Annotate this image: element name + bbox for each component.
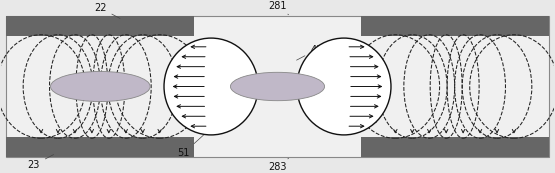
- Bar: [6, 16, 194, 37]
- Text: 41: 41: [296, 45, 322, 60]
- Ellipse shape: [51, 71, 150, 102]
- Bar: [361, 136, 549, 157]
- Text: 22: 22: [94, 3, 120, 19]
- Ellipse shape: [297, 38, 391, 135]
- Bar: [361, 16, 549, 37]
- Bar: [6, 136, 194, 157]
- Ellipse shape: [230, 72, 325, 101]
- Text: 281: 281: [268, 1, 289, 15]
- Bar: [6, 16, 549, 157]
- Text: 283: 283: [268, 158, 289, 172]
- Text: 51: 51: [177, 135, 204, 158]
- Text: 23: 23: [28, 154, 54, 170]
- Text: 61: 61: [352, 110, 378, 125]
- Ellipse shape: [164, 38, 258, 135]
